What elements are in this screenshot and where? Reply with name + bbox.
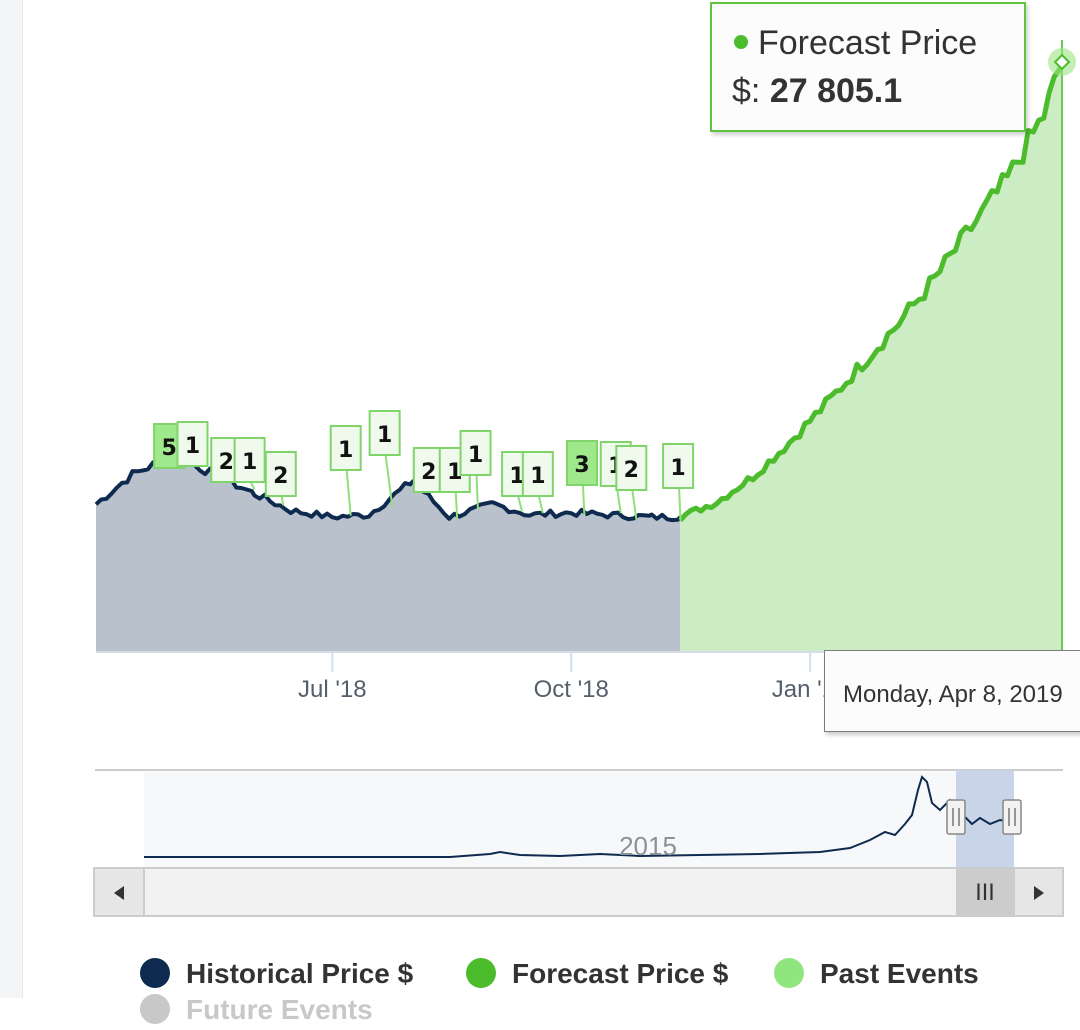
scrollbar-track [94, 868, 1063, 916]
event-flag-stem [583, 485, 584, 516]
legend-past-events-marker [774, 958, 804, 988]
navigator-year-label: 2015 [619, 831, 677, 861]
event-flag-stem [539, 496, 543, 513]
handle-body [947, 800, 965, 834]
tooltip-date-text: Monday, Apr 8, 2019 [843, 681, 1063, 709]
event-flag-stem [251, 482, 255, 489]
event-flag-stem [456, 492, 457, 519]
event-flag-stem [679, 488, 680, 520]
event-flag-stem [282, 496, 283, 505]
event-flag-stem [518, 496, 522, 512]
legend-historical-marker [140, 958, 170, 988]
navigator-outside-mask [144, 772, 956, 868]
handle-body [1003, 800, 1021, 834]
event-flag-count: 1 [377, 423, 392, 448]
event-flag-count: 1 [242, 450, 257, 475]
tooltip-currency-prefix: $: [732, 72, 760, 110]
legend-historical-label: Historical Price $ [186, 958, 413, 990]
event-flag: 1 [177, 422, 207, 466]
legend-past-events-label: Past Events [820, 958, 979, 990]
x-tick-label: Oct '18 [534, 676, 609, 703]
chart-legend: Historical Price $ Forecast Price $ Past… [0, 950, 1080, 998]
tooltip-series-name: Forecast Price [758, 24, 977, 62]
range-navigator: 2015 [95, 770, 1063, 868]
tooltip-series-dot [734, 35, 748, 49]
event-flag-count: 3 [574, 453, 589, 478]
event-flag-count: 2 [219, 450, 234, 475]
event-flag-count: 1 [670, 456, 685, 481]
legend-future-events-label: Future Events [186, 994, 373, 1026]
event-flag-stem [347, 470, 351, 516]
navigator-right-handle[interactable] [1003, 800, 1021, 834]
event-flag: 1 [235, 438, 265, 489]
event-flag-count: 2 [421, 460, 436, 485]
event-flag: 1 [523, 452, 553, 513]
event-flag-count: 5 [161, 436, 176, 461]
legend-future-events-marker [140, 994, 170, 1024]
forecast-tooltip: Forecast Price $: 27 805.1 [710, 2, 1026, 132]
event-flag-stem [477, 475, 478, 509]
event-flag: 1 [663, 444, 693, 520]
event-flag-count: 2 [624, 458, 639, 483]
event-flag: 3 [567, 441, 597, 516]
event-flag: 1 [331, 426, 361, 516]
event-flag-count: 1 [338, 438, 353, 463]
legend-forecast-label: Forecast Price $ [512, 958, 728, 990]
event-flag: 1 [461, 431, 491, 509]
scrollbar-grip-icon: III [975, 881, 994, 906]
range-scrollbar[interactable]: III [94, 868, 1063, 916]
event-flag: 2 [266, 452, 296, 505]
navigator-left-handle[interactable] [947, 800, 965, 834]
x-tick-label: Jul '18 [298, 676, 367, 703]
legend-forecast-marker [466, 958, 496, 988]
date-tooltip: Monday, Apr 8, 2019 [824, 650, 1080, 732]
event-flag-count: 1 [530, 464, 545, 489]
event-flag-count: 1 [468, 443, 483, 468]
tooltip-value: 27 805.1 [770, 72, 902, 110]
event-flag-count: 2 [273, 464, 288, 489]
event-flag-count: 1 [185, 434, 200, 459]
event-flag-stem [632, 490, 636, 519]
